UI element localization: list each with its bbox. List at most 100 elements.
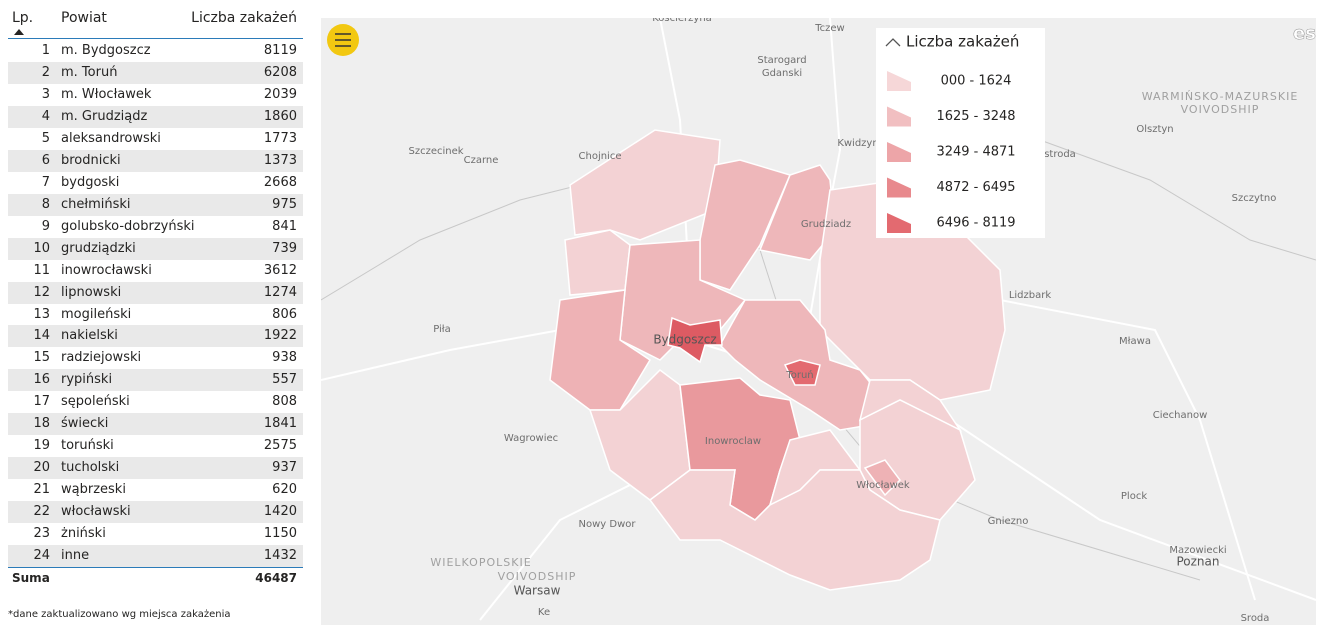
map-label: VOIVODSHIP	[498, 570, 577, 583]
row-count: 1860	[263, 108, 297, 124]
legend-item: 000 - 1624	[941, 74, 1012, 89]
row-powiat: grudziądzki	[61, 240, 136, 256]
row-count: 1432	[263, 548, 297, 564]
row-lp: 2	[41, 64, 50, 80]
legend-swatch	[887, 177, 911, 198]
map-label: Sroda	[1241, 613, 1270, 624]
map-label: Szczecinek	[408, 146, 463, 157]
row-background	[8, 61, 303, 84]
row-count: 808	[272, 394, 297, 410]
map-label: Mazowiecki	[1169, 545, 1226, 556]
row-powiat: nakielski	[61, 328, 118, 344]
row-powiat: lipnowski	[61, 284, 122, 300]
map-label: Olsztyn	[1136, 124, 1173, 135]
map-label: Lidzbark	[1009, 290, 1052, 301]
map-label: Gdanski	[762, 68, 802, 79]
row-count: 1150	[263, 526, 297, 542]
row-powiat: toruński	[61, 438, 114, 454]
legend-swatch	[887, 106, 911, 127]
map-label: Czarne	[464, 155, 499, 166]
row-background	[8, 105, 303, 128]
map-label: Szczytno	[1232, 193, 1277, 204]
header-rule	[8, 38, 303, 39]
map-label: Grudziadz	[801, 219, 851, 230]
row-powiat: brodnicki	[61, 152, 121, 168]
row-powiat: tucholski	[61, 460, 120, 476]
row-background	[8, 457, 303, 480]
row-lp: 21	[33, 482, 50, 498]
row-lp: 16	[33, 372, 50, 388]
map-label: Toruń	[785, 369, 813, 381]
row-lp: 6	[41, 152, 50, 168]
legend-item: 4872 - 6495	[936, 180, 1015, 195]
regions	[549, 129, 1006, 591]
row-powiat: golubsko-dobrzyński	[61, 218, 195, 234]
map-label: Wagrowiec	[504, 433, 558, 444]
map-label: Piła	[433, 324, 451, 335]
row-count: 739	[272, 240, 297, 256]
map-label: Ciechanow	[1153, 410, 1208, 421]
map-label: Bydgoszcz	[653, 333, 716, 347]
row-count: 557	[272, 372, 297, 388]
row-powiat: mogileński	[61, 306, 132, 322]
row-powiat: inowrocławski	[61, 262, 152, 278]
row-powiat: m. Grudziądz	[61, 108, 148, 124]
row-count: 2668	[263, 174, 297, 190]
header-powiat: Powiat	[61, 10, 107, 26]
row-background	[8, 413, 303, 436]
row-count: 1373	[263, 152, 297, 168]
row-background	[8, 501, 303, 524]
map-label: Starogard	[757, 55, 806, 66]
row-powiat: świecki	[61, 416, 109, 432]
legend-swatch	[887, 71, 911, 91]
map-label: Warsaw	[514, 584, 561, 598]
row-background	[8, 237, 303, 260]
row-powiat: wąbrzeski	[61, 482, 126, 498]
legend-item: 3249 - 4871	[936, 145, 1015, 160]
map-label: Gniezno	[988, 516, 1029, 527]
row-powiat: aleksandrowski	[61, 130, 161, 146]
row-background	[8, 325, 303, 348]
map-menu-button[interactable]	[327, 24, 359, 56]
row-lp: 4	[41, 108, 50, 124]
row-lp: 7	[41, 174, 50, 190]
row-lp: 18	[33, 416, 50, 432]
row-count: 8119	[263, 43, 297, 58]
header-count: Liczba zakażeń	[191, 10, 297, 26]
row-count: 1841	[263, 416, 297, 432]
row-lp: 23	[33, 526, 50, 542]
row-background	[8, 149, 303, 172]
row-count: 841	[272, 218, 297, 234]
row-lp: 5	[41, 130, 50, 146]
row-count: 2039	[263, 86, 297, 102]
row-background	[8, 281, 303, 304]
map-label: VOIVODSHIP	[1181, 103, 1260, 116]
row-count: 1773	[263, 130, 297, 146]
row-count: 620	[272, 482, 297, 498]
map-label: stroda	[1044, 149, 1076, 160]
sum-value: 46487	[255, 571, 297, 585]
row-lp: 20	[33, 460, 50, 476]
row-lp: 15	[33, 350, 50, 366]
row-lp: 10	[33, 240, 50, 256]
row-count: 975	[272, 196, 297, 212]
sort-arrow	[14, 29, 24, 35]
legend-item: 6496 - 8119	[936, 216, 1015, 231]
row-powiat: m. Włocławek	[61, 86, 152, 102]
row-lp: 9	[41, 218, 50, 234]
map-label: Chojnice	[579, 151, 622, 162]
row-background	[8, 545, 303, 568]
legend-collapse[interactable]	[885, 38, 901, 47]
legend-swatch	[887, 142, 911, 162]
row-lp: 12	[33, 284, 50, 300]
header-lp: Lp.	[12, 10, 34, 26]
row-lp: 14	[33, 328, 50, 344]
legend-item: 1625 - 3248	[936, 109, 1015, 124]
row-powiat: żniński	[61, 526, 106, 542]
row-count: 937	[272, 460, 297, 476]
row-lp: 17	[33, 394, 50, 410]
row-background	[8, 369, 303, 392]
map-label: Tczew	[814, 23, 845, 34]
map-label: Ke	[538, 607, 550, 618]
